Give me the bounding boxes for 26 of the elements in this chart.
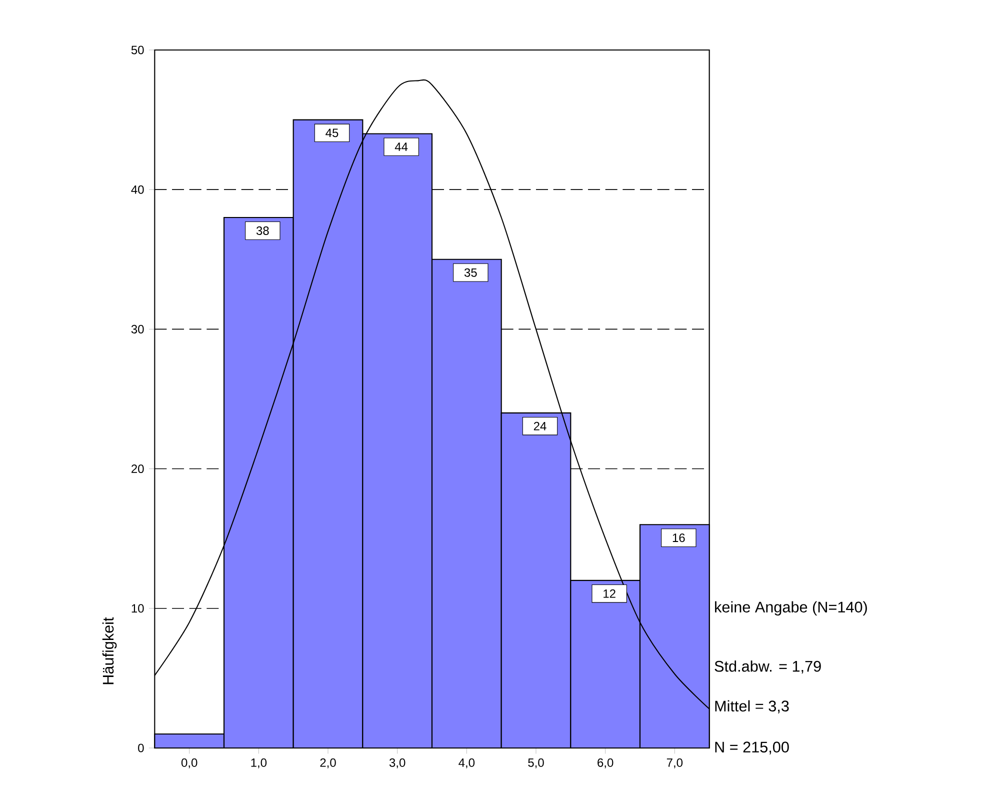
x-tick-label: 1,0 (251, 758, 267, 768)
x-tick-label: 4,0 (458, 758, 475, 768)
x-tick-label: 3,0 (389, 758, 406, 768)
y-tick-label: 0 (138, 744, 144, 752)
data-label: 24 (534, 422, 546, 430)
x-tick-label: 2,0 (320, 758, 336, 768)
x-tick-label: 7,0 (666, 758, 683, 768)
data-label: 44 (394, 142, 408, 151)
data-label: 45 (326, 128, 338, 138)
y-tick-label: 30 (131, 324, 144, 334)
text: N = 215,00 (715, 742, 789, 754)
data-label: 12 (604, 589, 616, 598)
x-tick-label: 0,0 (181, 758, 198, 768)
data-label: 35 (464, 268, 477, 277)
data-label: 16 (672, 534, 685, 542)
y-tick-label: 50 (131, 46, 144, 54)
y-tick-label: 10 (132, 604, 144, 613)
data-label: 38 (256, 226, 269, 235)
x-tick-label: 6,0 (598, 758, 614, 768)
text: Mittel = 3,3 (715, 700, 789, 714)
text: keine Angabe (N=140) (715, 601, 867, 616)
x-tick-label: 5,0 (528, 758, 544, 768)
y-axis-title: Häufigkeit (102, 617, 117, 684)
text: Std.abw. = 1,79 (714, 660, 821, 674)
y-tick-label: 40 (131, 185, 144, 194)
y-tick-label: 20 (132, 464, 144, 474)
